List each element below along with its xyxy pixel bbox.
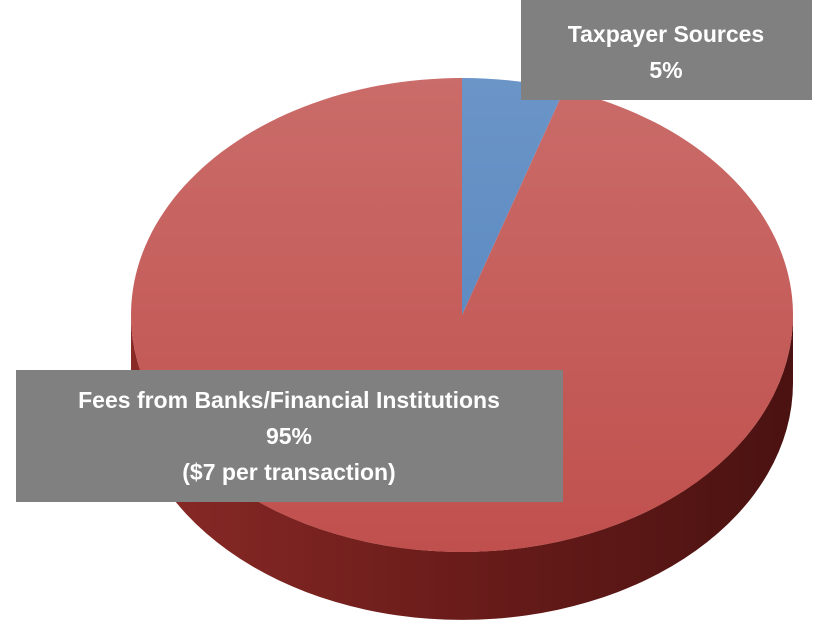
value-label: 95% [266, 423, 312, 449]
annotation: ($7 per transaction) [182, 459, 395, 485]
category-label: Fees from Banks/Financial Institutions [78, 387, 500, 413]
value-label: 5% [649, 57, 682, 83]
category-label: Taxpayer Sources [568, 21, 764, 47]
labels: Taxpayer Sources 5% Fees from Banks/Fina… [16, 0, 812, 502]
label-box [16, 370, 563, 502]
label-box [521, 0, 812, 100]
